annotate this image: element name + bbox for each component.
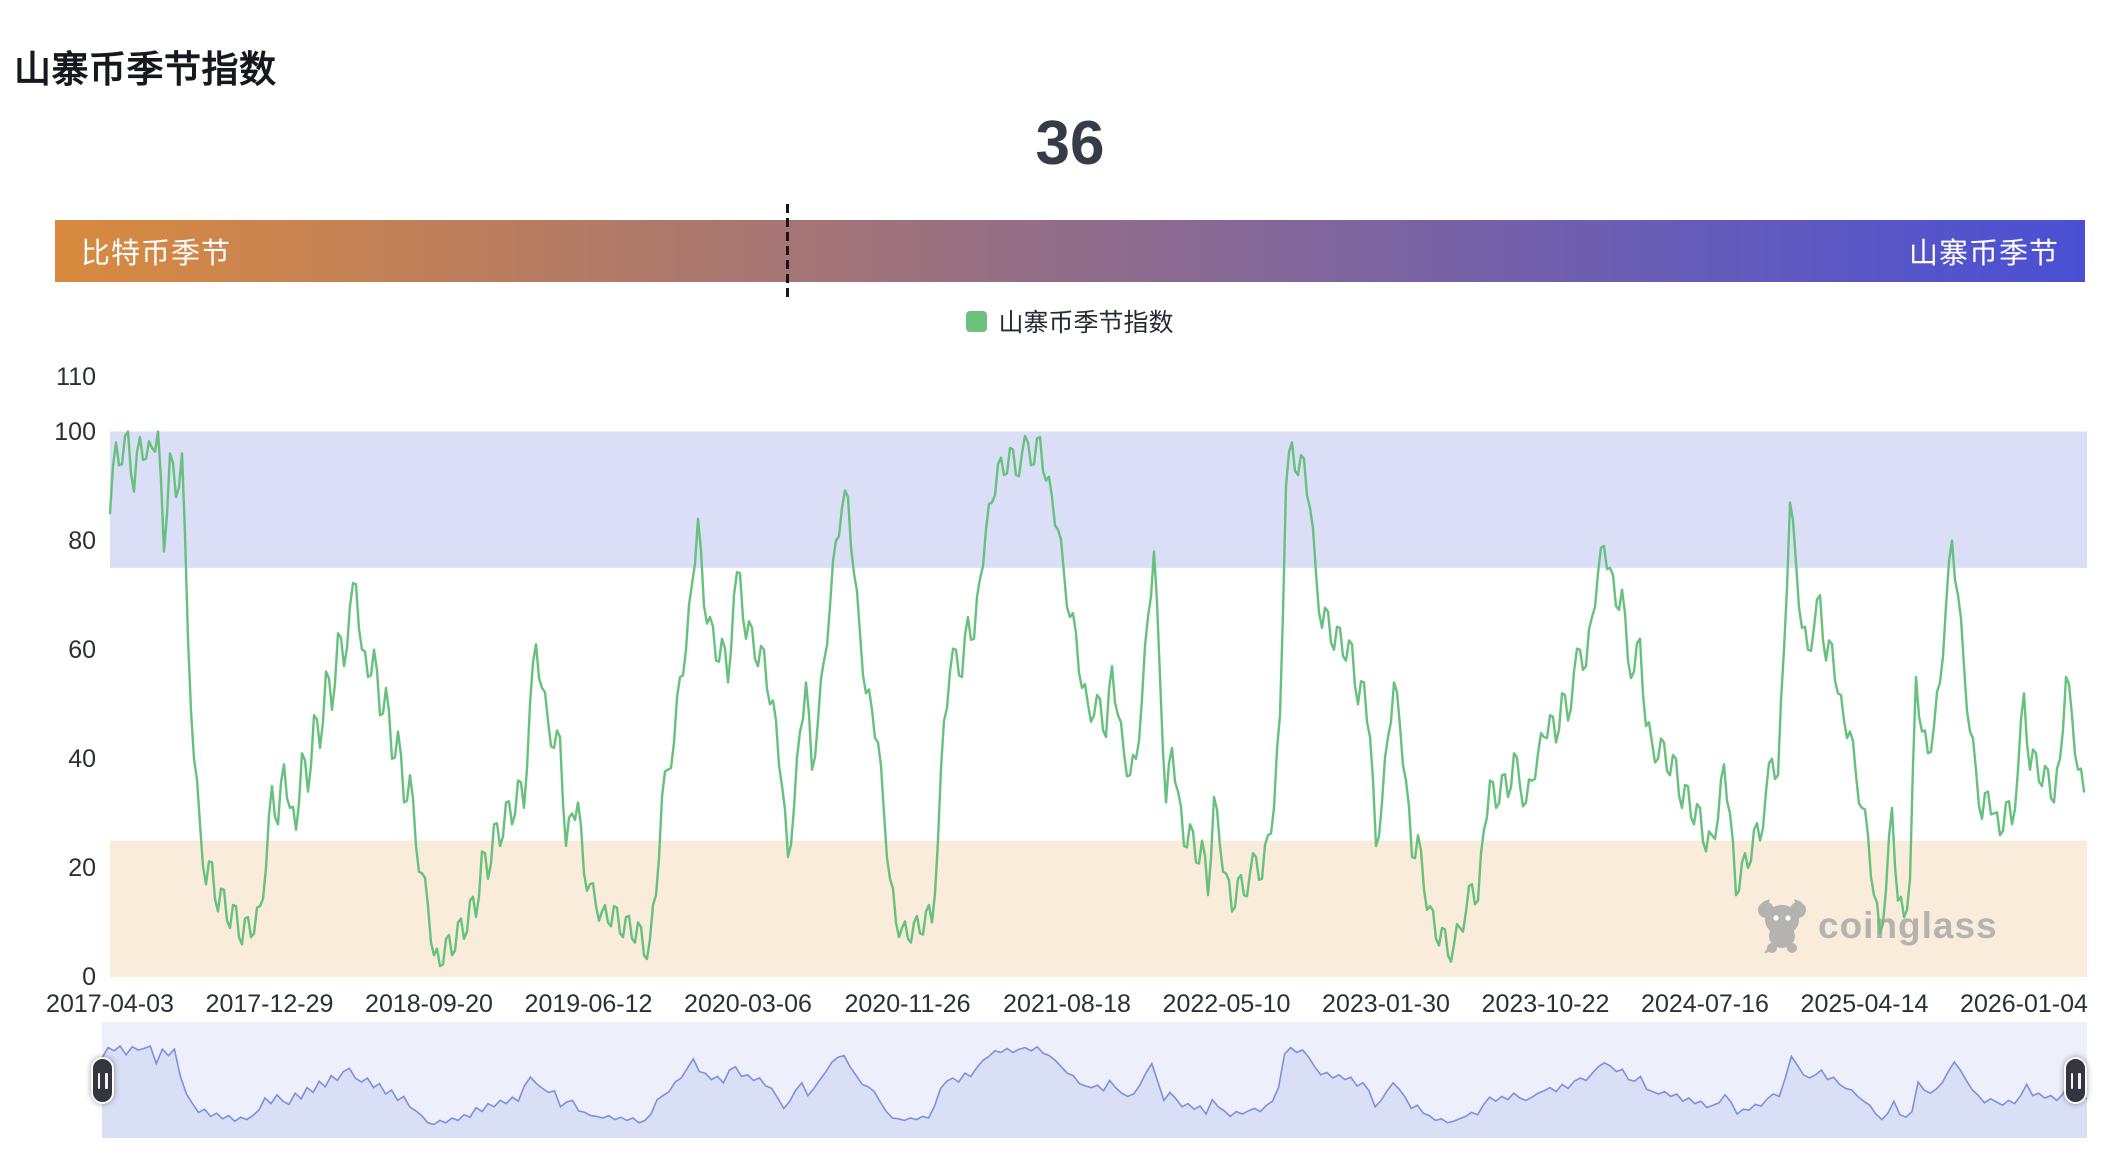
x-tick-label: 2019-06-12 xyxy=(524,990,653,1018)
gauge-left-label: 比特币季节 xyxy=(81,238,232,270)
pause-bar-icon xyxy=(97,1072,100,1089)
x-tick-label: 2023-10-22 xyxy=(1481,990,1610,1018)
x-tick-label: 2017-04-03 xyxy=(46,990,174,1018)
navigator-mini-line xyxy=(101,1044,2088,1126)
x-tick-label: 2022-05-10 xyxy=(1162,990,1291,1018)
x-tick-label: 2018-09-20 xyxy=(365,990,493,1018)
gauge-current-value: 36 xyxy=(1035,109,1105,178)
legend-label: 山寨币季节指数 xyxy=(998,309,1174,337)
gauge-value-marker xyxy=(786,204,789,298)
y-tick-label: 60 xyxy=(68,635,96,664)
x-tick-label: 2026-01-04 xyxy=(1960,990,2088,1018)
legend-swatch-icon xyxy=(966,310,988,332)
x-tick-label: 2020-11-26 xyxy=(844,990,971,1018)
pause-bar-icon xyxy=(2070,1072,2073,1089)
navigator-right-handle[interactable] xyxy=(2064,1057,2087,1104)
chart-plot-area[interactable] xyxy=(110,370,2087,977)
y-axis: 0 20 40 60 80 100 110 xyxy=(0,0,100,1000)
y-tick-label: 110 xyxy=(56,362,96,391)
x-tick-label: 2024-07-16 xyxy=(1641,990,1769,1018)
gauge-right-label: 山寨币季节 xyxy=(1908,238,2059,270)
x-axis: 2017-04-03 2017-12-29 2018-09-20 2019-06-12… xyxy=(0,990,2112,1020)
y-tick-label: 0 xyxy=(82,963,96,991)
pause-bar-icon xyxy=(2078,1072,2081,1089)
chart-legend[interactable]: 山寨币季节指数 xyxy=(55,303,2085,339)
x-tick-label: 2023-01-30 xyxy=(1322,990,1450,1018)
navigator-left-handle[interactable] xyxy=(91,1057,114,1104)
season-gauge-bar: 比特币季节 山寨币季节 xyxy=(55,220,2085,282)
x-tick-label: 2021-08-18 xyxy=(1003,990,1131,1018)
x-tick-label: 2017-12-29 xyxy=(205,990,334,1018)
y-tick-label: 20 xyxy=(68,853,96,882)
y-tick-label: 40 xyxy=(68,744,96,773)
y-tick-label: 100 xyxy=(54,417,96,446)
y-tick-label: 80 xyxy=(68,526,96,555)
x-tick-label: 2020-03-06 xyxy=(684,990,812,1018)
x-tick-label: 2025-04-14 xyxy=(1800,990,1929,1018)
page-title: 山寨币季节指数 xyxy=(14,48,277,90)
pause-bar-icon xyxy=(105,1072,108,1089)
